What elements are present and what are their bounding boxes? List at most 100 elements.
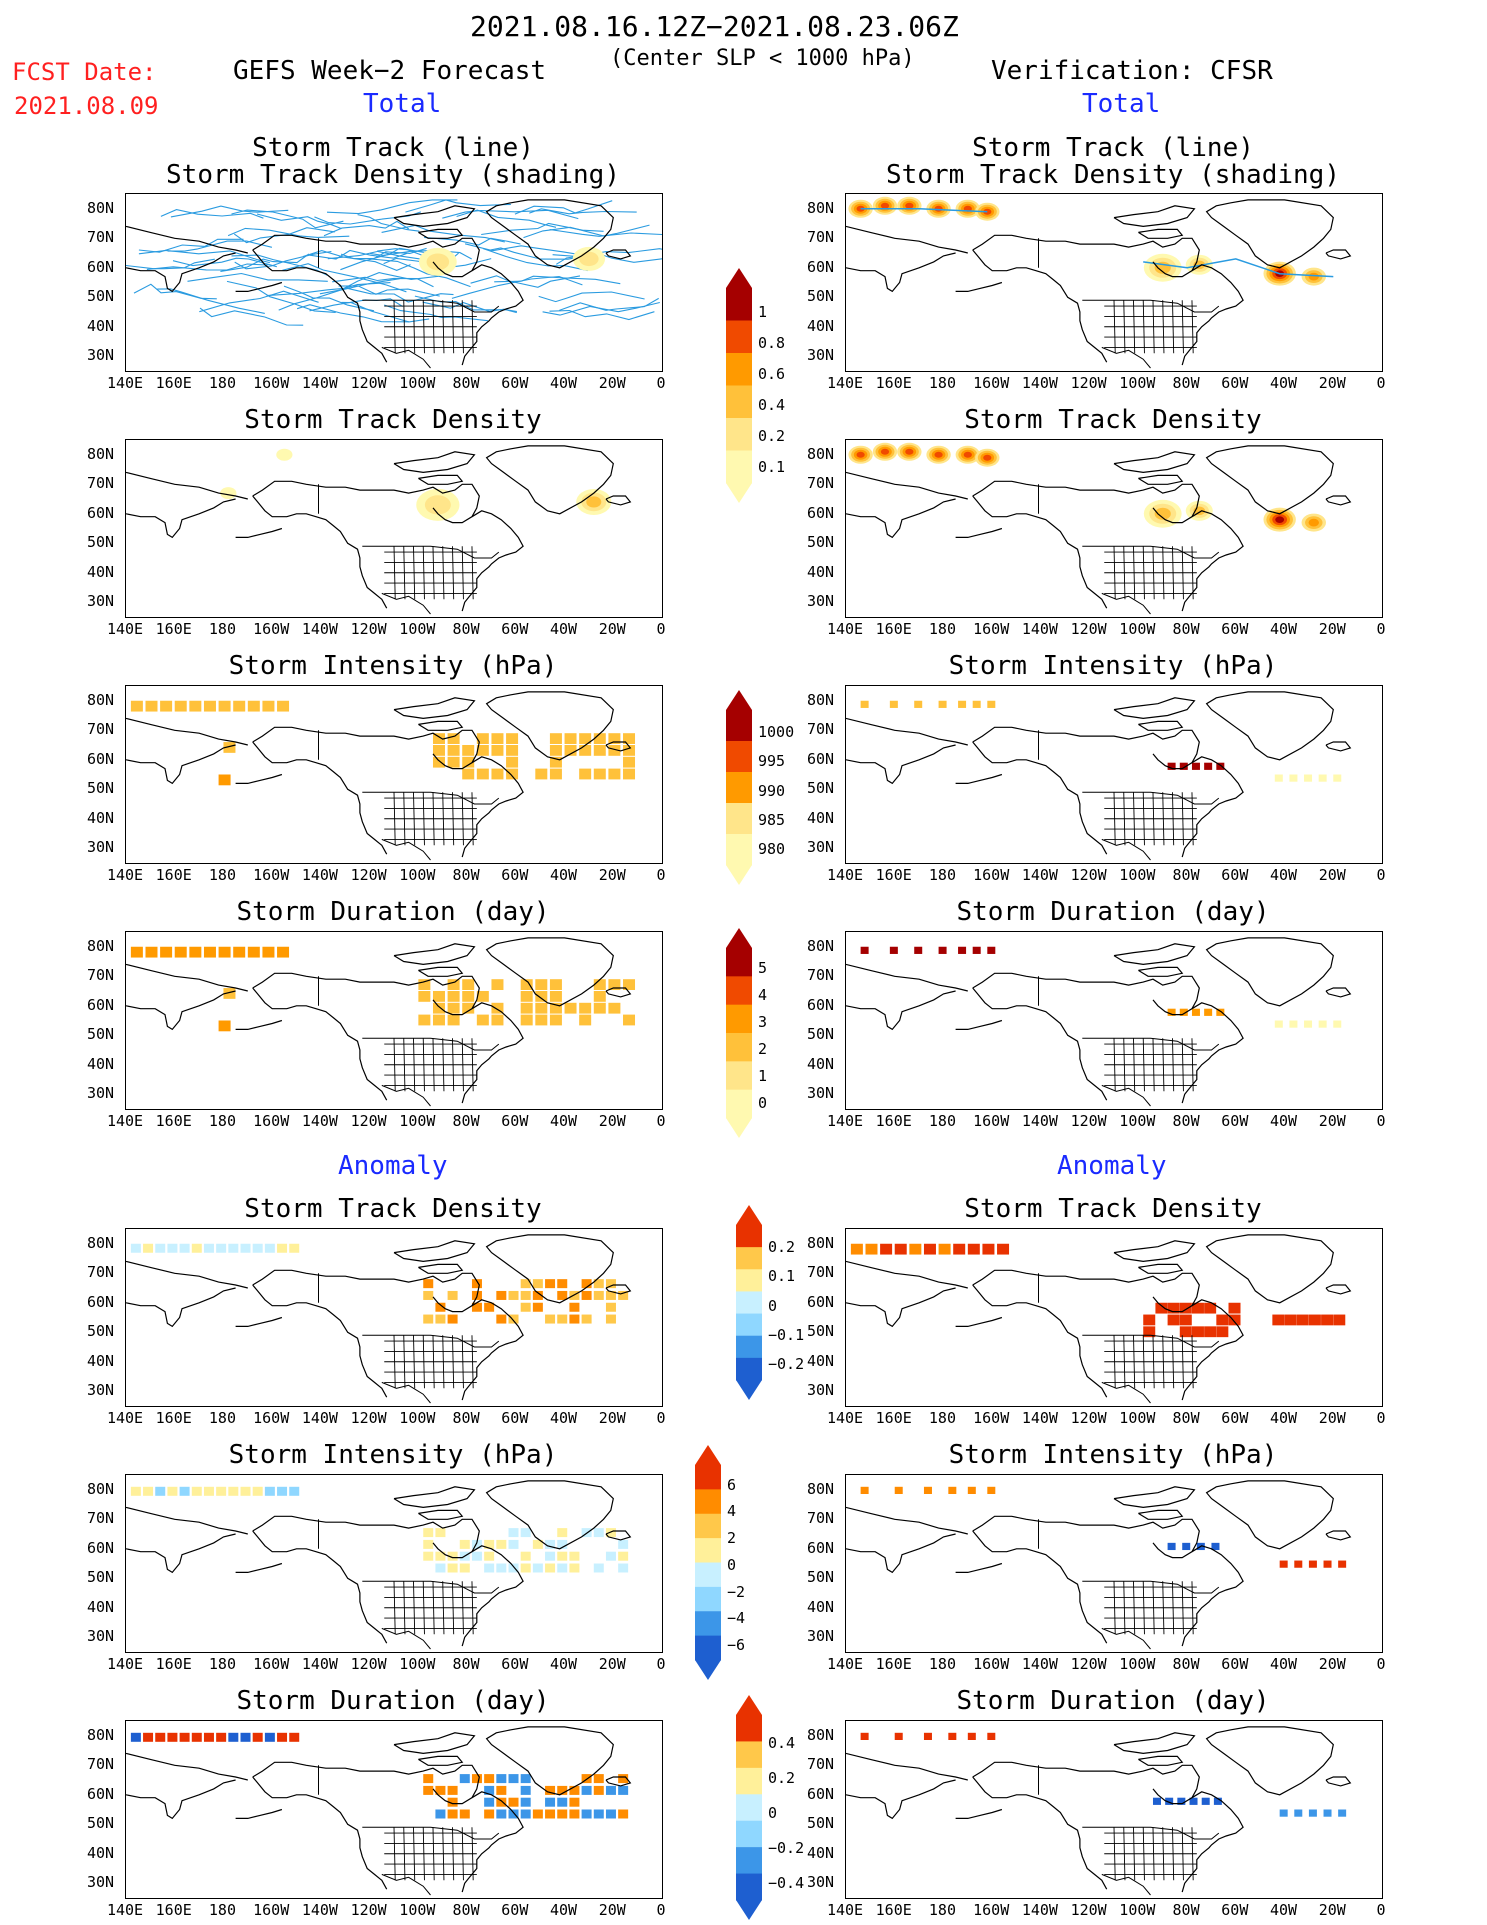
density-blob [276, 448, 293, 461]
grid-cell [520, 1528, 531, 1538]
fcst-date-value: 2021.08.09 [14, 92, 159, 120]
colorbar-segment [736, 1767, 762, 1795]
lon-tick-label: 20W [1318, 1901, 1346, 1919]
colorbar-tick-label: 5 [758, 958, 768, 977]
storm-track-line [323, 220, 410, 237]
coastline [1325, 1776, 1352, 1787]
panel-title: Storm Duration (day) [956, 1686, 1270, 1716]
lat-tick-label: 70N [87, 720, 115, 739]
grid-cell [435, 1302, 446, 1312]
lon-tick-label: 0 [1376, 866, 1386, 884]
storm-track-line [422, 301, 517, 314]
grid-cell [247, 946, 260, 958]
lon-tick-label: 60W [501, 866, 529, 884]
grid-cell [228, 1486, 239, 1496]
lat-tick-label: 40N [807, 1351, 835, 1370]
density-blob [934, 205, 943, 212]
lon-tick-label: 80W [452, 866, 480, 884]
coastline [1205, 445, 1334, 515]
grid-cell [579, 1014, 592, 1026]
lon-tick-label: 160E [155, 1409, 192, 1427]
grid-cell [167, 1243, 178, 1253]
lon-tick-label: 100W [399, 1655, 436, 1673]
lon-tick-label: 140E [826, 866, 864, 884]
grid-cell [508, 1563, 519, 1573]
grid-cell [605, 1279, 616, 1289]
lon-tick-label: 20W [598, 1112, 626, 1130]
lon-tick-label: 140E [106, 374, 144, 392]
storm-track-line [199, 307, 304, 326]
grid-cell [569, 1563, 580, 1573]
grid-cell [145, 700, 158, 712]
lon-tick-label: 160E [875, 620, 912, 638]
lon-tick-label: 160W [253, 1901, 290, 1919]
grid-cell [496, 1809, 507, 1819]
coastline [418, 720, 464, 731]
coastline [235, 773, 283, 785]
grid-cell [535, 768, 548, 780]
colorbar-tick-label: 0.2 [768, 1238, 796, 1257]
grid-cell [938, 946, 947, 954]
lon-tick-label: 20W [598, 1409, 626, 1427]
grid-cell [1201, 1797, 1210, 1805]
grid-cell [252, 1243, 263, 1253]
colorbar-segment [726, 741, 752, 773]
colorbar-segment [726, 418, 752, 451]
grid-cell [508, 1797, 519, 1807]
coastline [972, 1776, 1108, 1890]
grid-cell [289, 1486, 300, 1496]
grid-cell [545, 1785, 556, 1795]
lat-tick-label: 40N [87, 316, 115, 335]
coastline [1205, 1480, 1334, 1550]
lon-tick-label: 0 [656, 1112, 666, 1130]
grid-cell [1177, 1797, 1186, 1805]
lon-tick-label: 160E [155, 1901, 192, 1919]
grid-cell [240, 1732, 251, 1742]
coastline [972, 1515, 1200, 1559]
lon-tick-label: 180 [928, 866, 956, 884]
grid-cell [972, 946, 981, 954]
grid-cell [491, 1014, 504, 1026]
lon-tick-label: 0 [1376, 374, 1386, 392]
storm-track-line [424, 236, 521, 246]
colorbar-segment [726, 288, 752, 321]
lon-tick-label: 160W [253, 1112, 290, 1130]
grid-cell [447, 1002, 460, 1014]
coastline [1138, 474, 1184, 485]
coastline [972, 1530, 1108, 1644]
grid-cell [1333, 1314, 1346, 1326]
lat-tick-label: 70N [87, 1755, 115, 1774]
lon-tick-label: 20W [1318, 1655, 1346, 1673]
grid-cell [520, 1002, 533, 1014]
lon-tick-label: 140E [826, 1901, 864, 1919]
lat-tick-label: 50N [807, 1568, 835, 1587]
coastline [605, 249, 632, 260]
grid-cell [532, 1539, 543, 1549]
grid-cell [569, 1314, 580, 1324]
grid-cell [605, 1785, 616, 1795]
panel-title: Storm Intensity (hPa) [228, 1440, 558, 1470]
coastline [1082, 545, 1220, 559]
grid-cell [143, 1486, 154, 1496]
grid-cell [218, 700, 231, 712]
coastline [846, 1287, 956, 1328]
grid-cell [1165, 1797, 1174, 1805]
coastline [362, 1037, 500, 1051]
lat-tick-label: 60N [807, 995, 835, 1014]
grid-cell [948, 1732, 957, 1740]
lat-tick-label: 40N [87, 1351, 115, 1370]
grid-cell [623, 756, 636, 768]
grid-cell [496, 1290, 507, 1300]
grid-cell [423, 1551, 434, 1561]
grid-cell [1179, 1326, 1192, 1338]
colorbar-segment [695, 1562, 721, 1588]
lon-tick-label: 0 [1376, 1901, 1386, 1919]
coastline [1325, 741, 1352, 752]
grid-cell [167, 1732, 178, 1742]
grid-cell [535, 1014, 548, 1026]
lon-tick-label: 120W [1070, 866, 1107, 884]
coastline [418, 1755, 464, 1766]
lat-tick-label: 80N [807, 444, 835, 463]
lon-tick-label: 0 [1376, 620, 1386, 638]
lon-tick-label: 0 [1376, 1655, 1386, 1673]
